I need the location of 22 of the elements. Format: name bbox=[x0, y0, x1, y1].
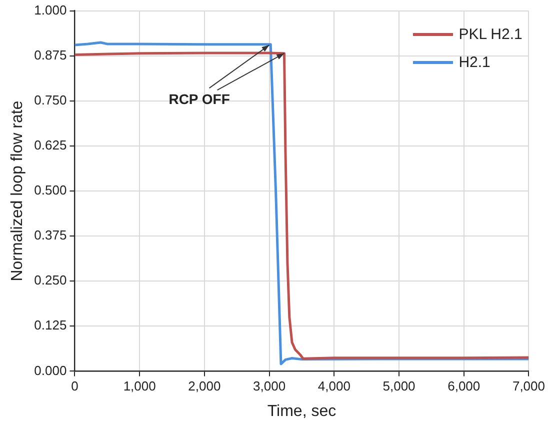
legend-label: H2.1 bbox=[458, 52, 490, 73]
x-tick-label: 2,000 bbox=[188, 378, 221, 394]
x-tick-label: 3,000 bbox=[253, 378, 286, 394]
x-tick-label: 0 bbox=[71, 378, 78, 394]
x-axis-title: Time, sec bbox=[267, 402, 336, 420]
x-tick-label: 4,000 bbox=[318, 378, 350, 394]
y-tick-label: 0.500 bbox=[34, 182, 67, 198]
x-tick-label: 5,000 bbox=[382, 378, 416, 394]
legend-label: PKL H2.1 bbox=[458, 24, 522, 45]
y-tick-label: 0.875 bbox=[34, 47, 67, 62]
x-tick-label: 6,000 bbox=[448, 378, 480, 394]
y-tick-label: 1.000 bbox=[34, 2, 67, 18]
x-tick-label: 7,000 bbox=[512, 378, 546, 394]
y-tick-label: 0.000 bbox=[34, 362, 67, 378]
y-tick-label: 0.375 bbox=[34, 228, 67, 243]
y-axis-title: Normalized loop flow rate bbox=[9, 100, 26, 282]
y-tick-label: 0.125 bbox=[34, 318, 67, 333]
y-tick-label: 0.250 bbox=[34, 272, 67, 288]
x-tick-label: 1,000 bbox=[123, 378, 156, 394]
y-tick-label: 0.625 bbox=[34, 138, 67, 153]
y-tick-label: 0.750 bbox=[34, 92, 67, 108]
annotation: RCP OFF bbox=[168, 90, 230, 107]
